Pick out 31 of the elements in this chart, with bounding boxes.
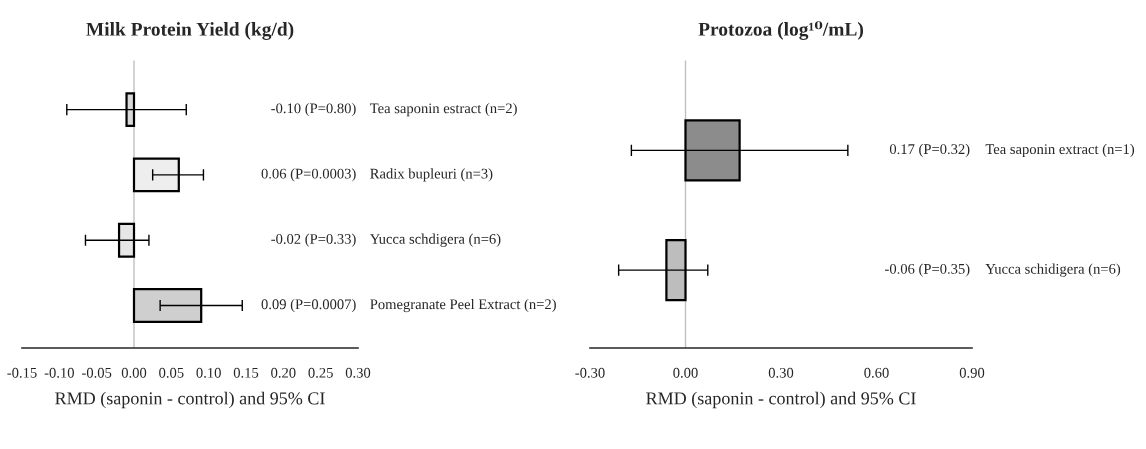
y-tick-label: Radix bupleuri (n=3) [370, 168, 493, 182]
x-tick-label: -0.10 [44, 367, 74, 378]
annotation: 0.09 (P=0.0007) [261, 298, 356, 313]
annotation: 0.06 (P=0.0003) [261, 168, 356, 182]
annotation: -0.02 (P=0.33) [271, 233, 356, 247]
y-tick-label: Tea saponin extract (n=1) [985, 143, 1135, 158]
x-tick-label: 0.30 [768, 367, 794, 378]
x-tick-label: 0.20 [271, 367, 296, 378]
x-tick-label: -0.05 [82, 367, 112, 378]
y-tick-label: Tea saponin estract (n=2) [370, 102, 517, 117]
x-tick-label: 0.30 [345, 367, 371, 378]
x-tick-label: 0.60 [864, 367, 889, 378]
x-tick-label: 0.00 [121, 367, 147, 378]
x-tick-label: 0.05 [159, 367, 184, 378]
annotation: 0.17 (P=0.32) [889, 143, 970, 158]
x-tick-label: 0.25 [308, 367, 333, 378]
y-tick-label: Pomegranate Peel Extract (n=2) [370, 298, 556, 313]
x-tick-label: -0.15 [7, 367, 37, 378]
x-tick-label: -0.30 [575, 367, 605, 378]
chart-title: Milk Protein Yield (kg/d) [86, 22, 294, 40]
x-tick-label: 0.90 [959, 367, 985, 378]
x-tick-label: 0.15 [233, 367, 259, 378]
annotation: -0.10 (P=0.80) [271, 102, 356, 117]
y-tick-label: Yucca schdigera (n=6) [369, 233, 501, 247]
annotation: -0.06 (P=0.35) [885, 263, 970, 277]
y-tick-label: Yucca schidigera (n=6) [985, 263, 1121, 277]
x-tick-label: 0.10 [196, 367, 221, 378]
chart-title: Protozoa (log¹⁰/mL) [698, 21, 864, 40]
x-axis-title: RMD (saponin - control) and 95% CI [646, 391, 916, 409]
x-axis-title: RMD (saponin - control) and 95% CI [55, 391, 325, 409]
x-tick-label: 0.00 [673, 367, 698, 378]
